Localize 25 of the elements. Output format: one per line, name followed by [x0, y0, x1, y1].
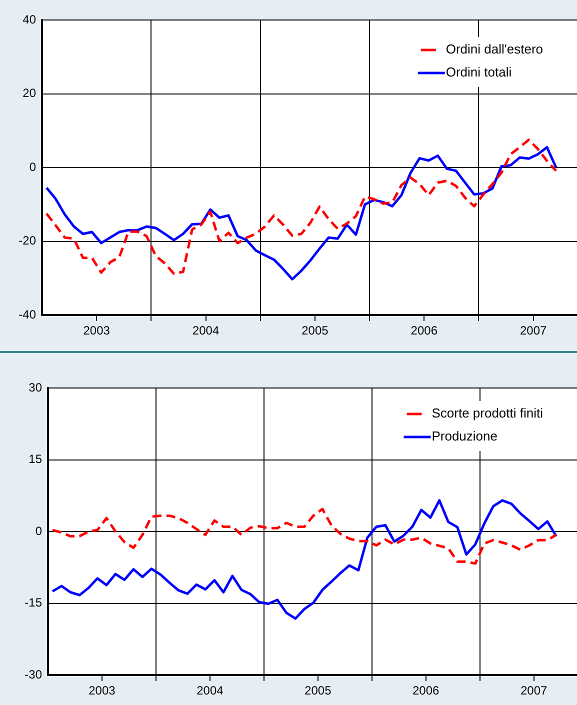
- legend-label: Scorte prodotti finiti: [432, 406, 544, 421]
- line-series: [51, 508, 558, 565]
- y-tick-label: 15: [28, 452, 42, 466]
- y-tick-label: 0: [29, 160, 36, 174]
- x-tick-label: 2005: [304, 684, 332, 698]
- x-tick-label: 2007: [520, 324, 547, 338]
- x-tick-label: 2005: [302, 324, 329, 338]
- x-tick-label: 2004: [192, 324, 220, 338]
- legend-label: Ordini totali: [446, 64, 512, 80]
- x-tick-label: 2004: [196, 684, 224, 698]
- legend-label: Ordini dall'estero: [446, 42, 543, 57]
- y-tick-label: 40: [22, 12, 36, 26]
- x-tick-label: 2007: [520, 684, 548, 698]
- x-tick-label: 2006: [410, 324, 438, 338]
- legend-label: Produzione: [432, 428, 498, 444]
- y-tick-label: -40: [18, 307, 36, 322]
- y-tick-label: 30: [28, 380, 42, 394]
- y-tick-label: -30: [24, 667, 42, 682]
- y-tick-label: 20: [22, 86, 36, 100]
- y-tick-label: -20: [18, 234, 36, 248]
- x-tick-label: 2006: [412, 684, 440, 698]
- y-tick-label: -15: [24, 596, 42, 610]
- x-tick-label: 2003: [88, 684, 116, 698]
- y-tick-label: 0: [35, 524, 42, 538]
- x-tick-label: 2003: [83, 324, 110, 338]
